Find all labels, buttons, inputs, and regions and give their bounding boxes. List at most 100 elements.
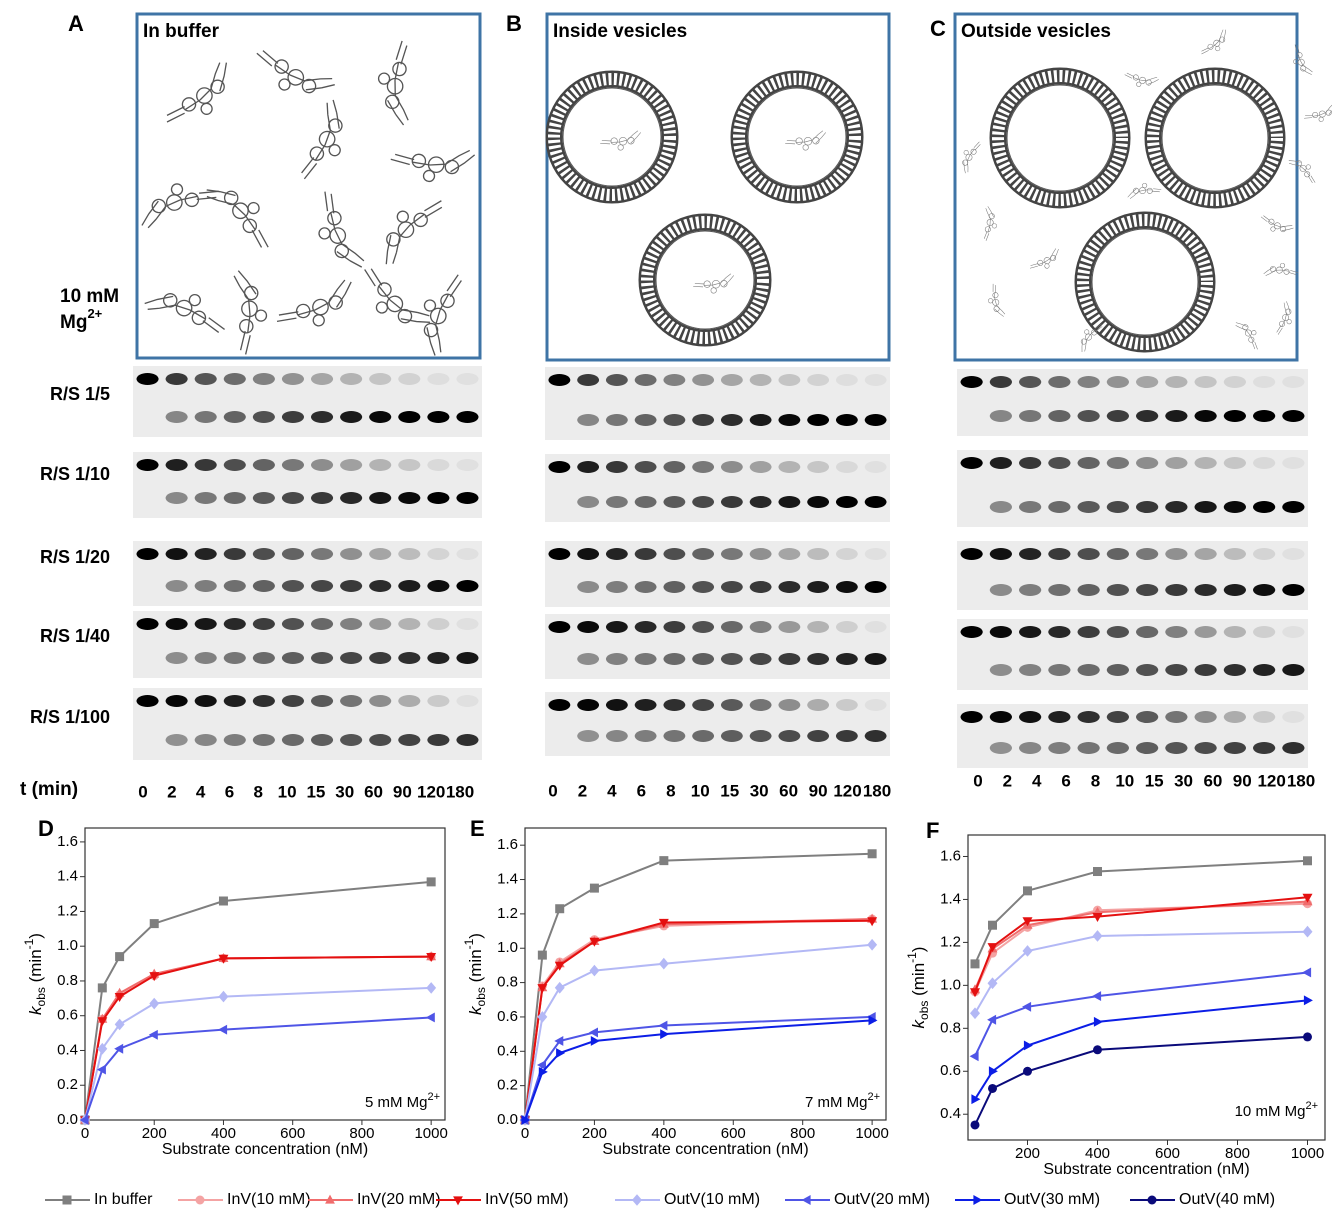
ribozyme-loop — [423, 322, 439, 338]
gel-band-product — [310, 734, 334, 746]
ribozyme-loop — [1280, 226, 1286, 233]
gel-band-product — [634, 730, 657, 742]
gel-band-product — [340, 411, 363, 423]
annotation-sup: 2+ — [867, 1091, 880, 1103]
series-line — [84, 986, 432, 1121]
ribozyme-icon — [318, 191, 365, 268]
gel-band-substrate — [1165, 711, 1188, 723]
ribozyme-loop — [422, 169, 436, 183]
ribozyme-loop — [1318, 116, 1324, 122]
gel-band-substrate — [1077, 457, 1100, 469]
gel-band-product — [864, 496, 887, 508]
y-tick-label: 1.6 — [57, 833, 78, 850]
gel-image — [545, 367, 890, 440]
gel-band-substrate — [1194, 376, 1217, 388]
data-point — [426, 877, 436, 887]
ribozyme-loop — [375, 301, 389, 314]
gel-band-product — [456, 580, 479, 592]
ribozyme-icon — [785, 130, 827, 151]
gel-band-product — [1077, 584, 1100, 596]
gel-band-product — [1194, 410, 1217, 422]
ribozyme-loop — [1084, 329, 1090, 335]
ribozyme-icon — [962, 141, 981, 174]
data-point — [79, 1115, 89, 1125]
gel-band-product — [720, 496, 743, 508]
gel-band-substrate — [1077, 626, 1100, 638]
data-point — [97, 1042, 108, 1055]
annotation: 10 mM Mg2+ — [1235, 1100, 1318, 1120]
gel-band-substrate — [1077, 376, 1100, 388]
gel-band-product — [1106, 664, 1129, 676]
data-point — [538, 1067, 548, 1077]
data-point — [970, 1120, 980, 1130]
gel-band-product — [427, 411, 450, 423]
y-axis-label: kobs (min-1) — [462, 933, 488, 1015]
gel-band-product — [1136, 410, 1159, 422]
gel-band-substrate — [281, 459, 305, 471]
gel-band-substrate — [1282, 711, 1305, 723]
y-tick-label: 0.2 — [497, 1077, 518, 1094]
x-tick-label: 400 — [1085, 1145, 1110, 1162]
gel-band-product — [807, 730, 830, 742]
gel-band-product — [252, 492, 275, 504]
series-line — [524, 1019, 873, 1121]
time-value: 120 — [417, 782, 445, 801]
ribozyme-loop — [377, 72, 391, 85]
gel-band-product — [634, 496, 657, 508]
gel-band-substrate — [194, 618, 217, 630]
gel-band-substrate — [577, 699, 600, 711]
ribozyme-loop — [309, 146, 325, 161]
gel-band-substrate — [281, 373, 305, 385]
gel-row-label: R/S 1/5 — [50, 384, 110, 404]
gel-band-substrate — [864, 461, 887, 473]
gel-band-product — [864, 653, 887, 665]
panel-title: Inside vesicles — [553, 21, 687, 42]
data-point — [1022, 1001, 1032, 1012]
gel-band-substrate — [165, 618, 188, 630]
gel-band-substrate — [194, 548, 217, 560]
data-point — [148, 1029, 158, 1040]
vesicle-lumen — [1091, 228, 1199, 336]
data-point — [96, 1064, 106, 1075]
gel-band-substrate — [1253, 548, 1276, 560]
gel-band-substrate — [835, 374, 858, 386]
gel-band-substrate — [692, 699, 715, 711]
gel-band-substrate — [989, 626, 1012, 638]
gel-band-substrate — [807, 699, 830, 711]
gel-band-substrate — [1048, 548, 1071, 560]
gel-band-product — [1077, 410, 1100, 422]
gel-band-product — [778, 414, 801, 426]
gel-band-substrate — [369, 618, 392, 630]
gel-band-product — [1136, 584, 1159, 596]
data-point — [115, 952, 125, 962]
ribozyme-icon — [141, 183, 219, 229]
gel-row-label: R/S 1/10 — [40, 464, 110, 484]
ribozyme-icon — [390, 149, 476, 183]
gel-band-substrate — [778, 461, 801, 473]
gel-band-product — [281, 734, 305, 746]
gel-band-substrate — [835, 621, 858, 633]
gel-band-product — [1048, 664, 1071, 676]
gel-band-substrate — [634, 461, 657, 473]
ribozyme-loop — [328, 144, 341, 157]
x-tick-label: 600 — [1155, 1145, 1180, 1162]
time-value: 4 — [1032, 771, 1042, 790]
annotation-text: 7 mM Mg — [805, 1094, 868, 1111]
gel-band-substrate — [1106, 711, 1129, 723]
gel-band-product — [720, 581, 743, 593]
ribozyme-icon — [1029, 248, 1059, 269]
data-point — [521, 1115, 531, 1125]
gel-band-substrate — [398, 459, 421, 471]
gel-band-substrate — [864, 621, 887, 633]
legend-label: In buffer — [94, 1191, 153, 1208]
gel-band-product — [605, 730, 628, 742]
y-axis-label-part: k — [466, 1005, 485, 1015]
ribozyme-loop — [242, 218, 258, 234]
gel-image — [545, 614, 890, 679]
gel-band-product — [1165, 410, 1188, 422]
gel-band-substrate — [1223, 457, 1246, 469]
gel-band-substrate — [807, 621, 830, 633]
gel-band-substrate — [749, 548, 772, 560]
gel-band-substrate — [1019, 711, 1042, 723]
time-value: 30 — [1174, 771, 1193, 790]
